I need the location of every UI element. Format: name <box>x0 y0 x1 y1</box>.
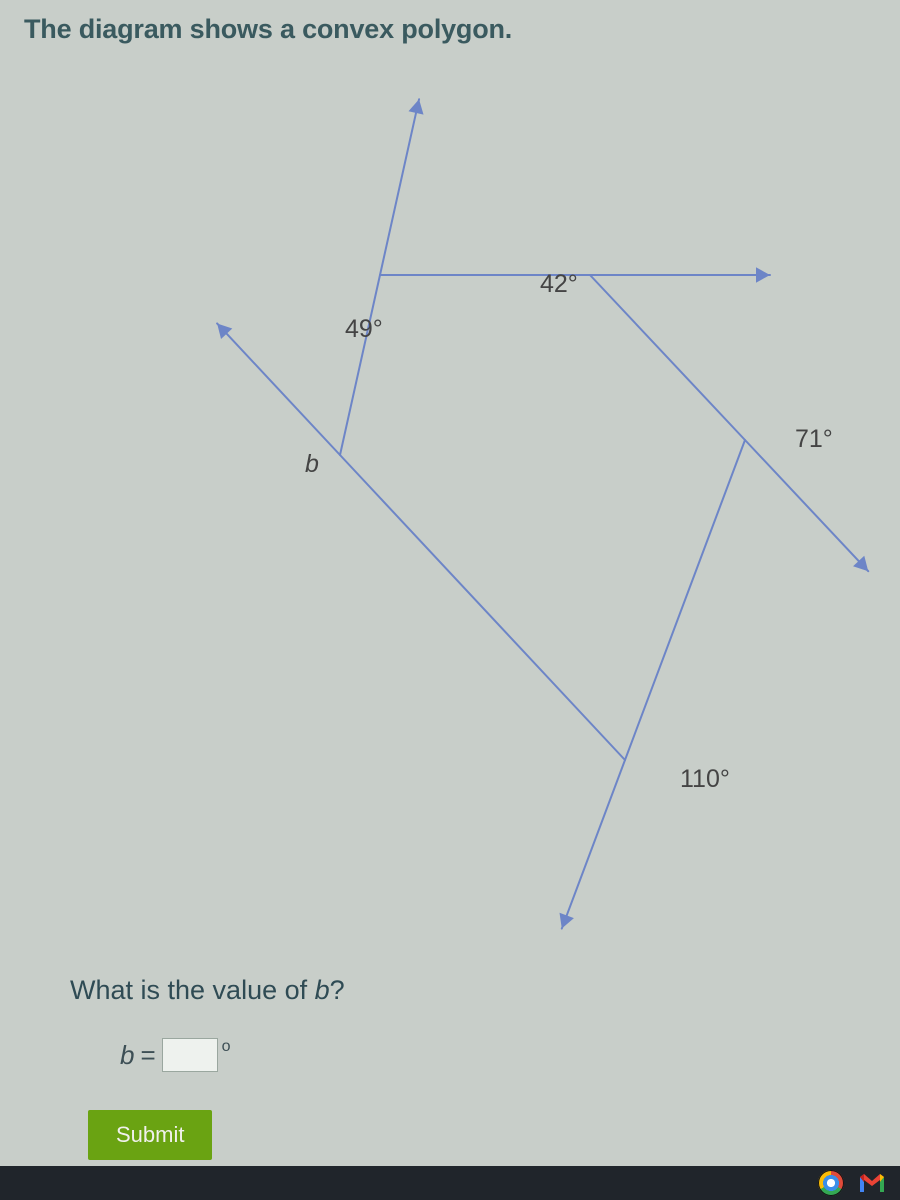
angle-label-C: 71° <box>795 425 833 454</box>
question-text: What is the value of b? <box>70 975 345 1006</box>
question-prefix: What is the value of <box>70 975 315 1005</box>
angle-label-B: 42° <box>540 270 578 299</box>
angle-label-E: b <box>305 450 319 479</box>
prompt-text: The diagram shows a convex polygon. <box>24 14 512 45</box>
answer-input[interactable] <box>162 1038 218 1072</box>
degree-unit: o <box>222 1038 231 1056</box>
equals-sign: = <box>140 1040 155 1071</box>
chrome-icon[interactable] <box>818 1170 844 1196</box>
answer-variable: b <box>120 1040 134 1071</box>
question-suffix: ? <box>330 975 345 1005</box>
polygon-diagram: 49° 42° 71° 110° b <box>70 70 890 950</box>
question-variable: b <box>315 975 330 1005</box>
angle-label-D: 110° <box>680 765 730 794</box>
gmail-icon[interactable] <box>858 1172 886 1194</box>
angle-label-A: 49° <box>345 315 383 344</box>
submit-button[interactable]: Submit <box>88 1110 212 1160</box>
taskbar <box>0 1166 900 1200</box>
polygon-svg <box>70 70 890 950</box>
answer-row: b = o <box>120 1038 233 1072</box>
